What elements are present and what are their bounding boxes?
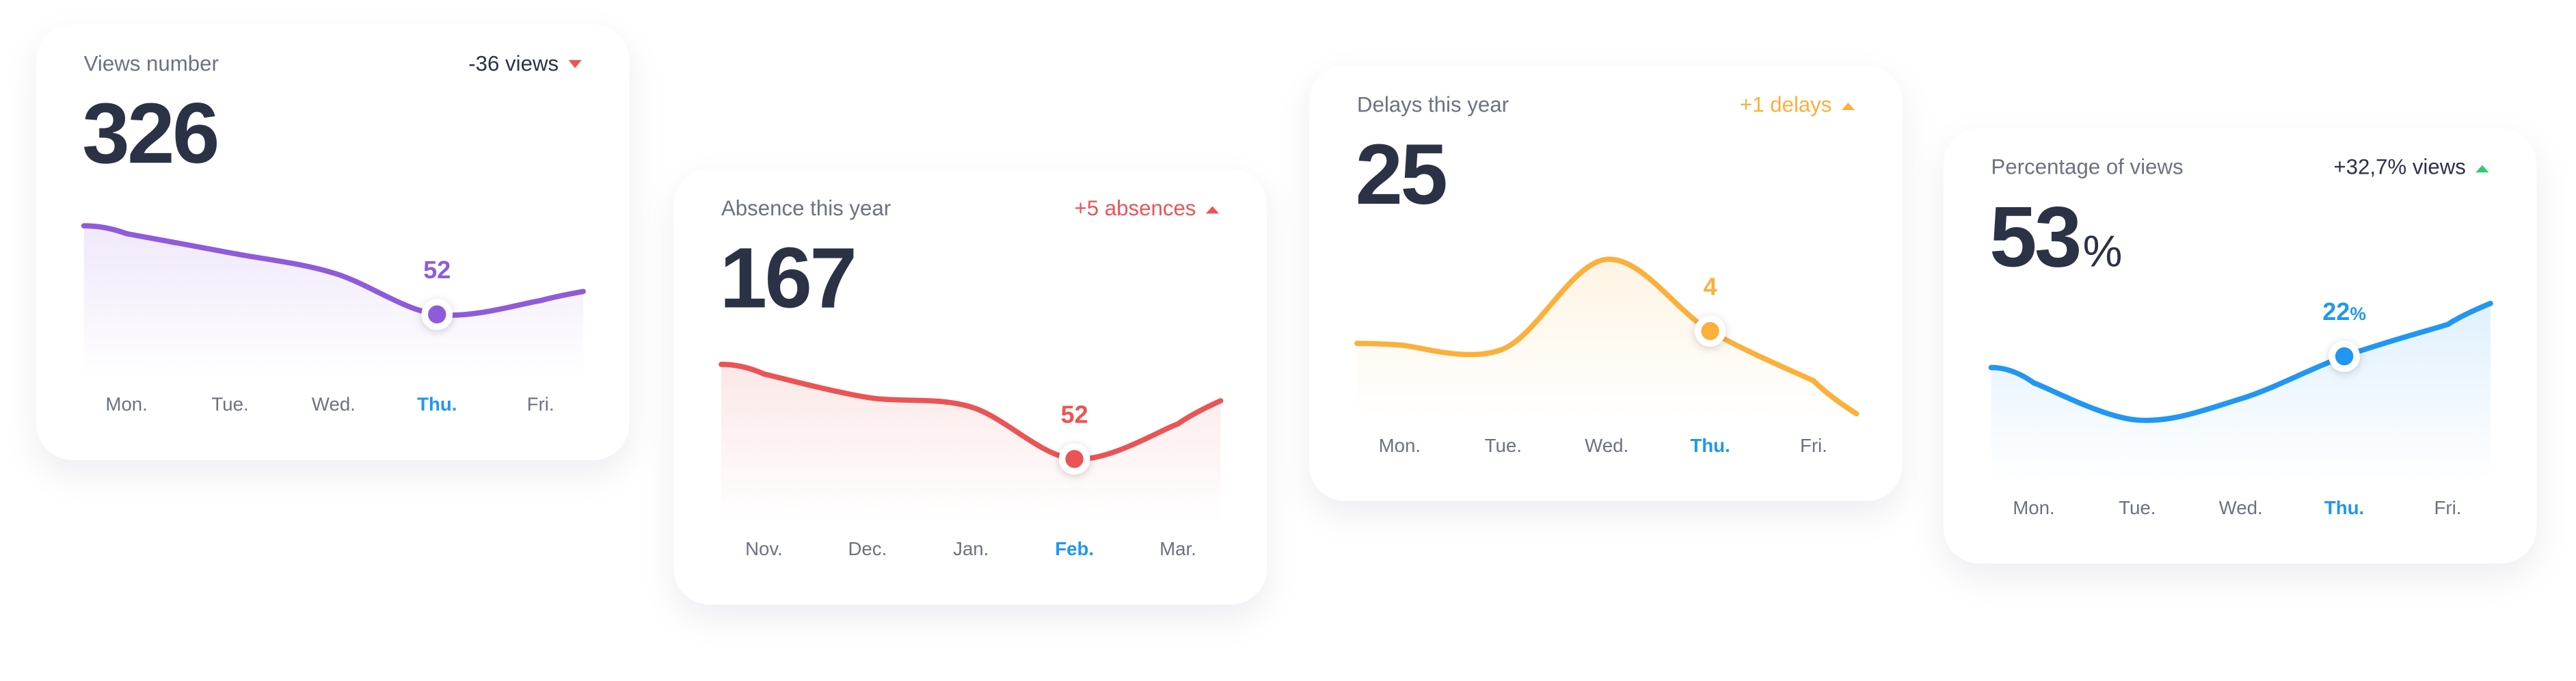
line — [124, 230, 544, 318]
x-tick-label: Mon. — [105, 394, 147, 415]
area-fill — [1991, 303, 2491, 482]
line-extension — [1354, 340, 1403, 348]
big-value: 25 — [1356, 127, 1446, 222]
line — [761, 371, 1181, 462]
x-tick-label: Wed. — [312, 394, 355, 415]
big-value: 53% — [1989, 189, 2122, 284]
highlight-value: 4 — [1704, 272, 1717, 300]
highlight-point — [1701, 321, 1719, 340]
card-title: Percentage of views — [1991, 155, 2183, 179]
x-tick-label: Nov. — [745, 538, 783, 559]
highlight-label: 22% — [2322, 297, 2366, 325]
highlight-point — [1065, 450, 1084, 468]
line-extension — [81, 223, 129, 237]
highlight-label: 4 — [1704, 272, 1717, 300]
highlight-label: 52 — [1061, 400, 1088, 428]
delta-text: +5 absences — [1075, 196, 1196, 220]
x-tick-label: Thu. — [2324, 497, 2364, 518]
value-number: 53 — [1989, 189, 2080, 284]
trend-arrow — [2476, 165, 2489, 173]
highlight-value: 52 — [1061, 400, 1088, 428]
big-value: 326 — [82, 86, 217, 181]
trend-arrow — [1205, 206, 1220, 214]
line — [1397, 256, 1816, 384]
area-fill — [83, 226, 584, 378]
line-extension — [537, 289, 587, 304]
line-extension — [1988, 364, 2037, 386]
highlight-unit: % — [2350, 304, 2366, 324]
line-extension — [719, 362, 767, 377]
area-fill — [721, 364, 1221, 523]
card-title: Absence this year — [721, 196, 891, 220]
x-tick-label: Mon. — [2013, 497, 2054, 518]
x-tick-label: Dec. — [848, 538, 887, 559]
line — [2031, 321, 2451, 423]
line-extension — [1175, 398, 1224, 427]
x-tick-label: Tue. — [211, 394, 248, 415]
area-fill — [1356, 259, 1857, 419]
x-tick-label: Mon. — [1379, 435, 1421, 456]
x-tick-label: Fri. — [1800, 435, 1827, 456]
highlight-point — [2335, 347, 2354, 366]
x-tick-label: Tue. — [1485, 435, 1522, 456]
card: Delays this year +1 delays 25 Mon. Tue. Wed. T… — [1309, 66, 1903, 501]
value-number: 326 — [82, 86, 217, 181]
highlight-value: 52 — [423, 256, 451, 284]
x-tick-label: Feb. — [1055, 538, 1094, 559]
x-tick-label: Fri. — [2434, 497, 2461, 518]
x-tick-label: Mar. — [1159, 538, 1196, 559]
value-unit: % — [2083, 226, 2123, 276]
x-tick-label: Tue. — [2119, 497, 2156, 518]
card: Percentage of views +32,7% views 53 % Mon. Tu… — [1943, 128, 2537, 564]
card: Views number -36 views 326 Mon. Tue. Wed. Thu.… — [36, 25, 630, 460]
x-tick-label: Wed. — [1585, 435, 1628, 456]
x-tick-label: Wed. — [2219, 497, 2263, 518]
trend-arrow — [1841, 103, 1855, 110]
delta-text: +32,7% views — [2333, 155, 2466, 179]
x-tick-label: Fri. — [527, 394, 554, 415]
x-tick-label: Thu. — [1690, 435, 1730, 456]
value-number: 25 — [1356, 127, 1446, 222]
card: Absence this year +5 absences 167 Nov. Dec. J… — [673, 169, 1267, 605]
card-title: Views number — [84, 51, 219, 75]
delta-text: -36 views — [468, 51, 559, 75]
highlight-point — [428, 305, 446, 324]
x-tick-label: Thu. — [417, 394, 457, 415]
delta-text: +1 delays — [1740, 92, 1832, 116]
big-value: 167 — [720, 230, 855, 325]
x-tick-label: Jan. — [953, 538, 989, 559]
highlight-label: 52 — [423, 256, 451, 284]
line-extension — [1811, 378, 1860, 416]
line-extension — [2445, 300, 2493, 328]
trend-arrow — [568, 59, 582, 68]
highlight-value: 22 — [2322, 297, 2350, 325]
value-number: 167 — [720, 230, 855, 325]
card-title: Delays this year — [1357, 92, 1509, 116]
